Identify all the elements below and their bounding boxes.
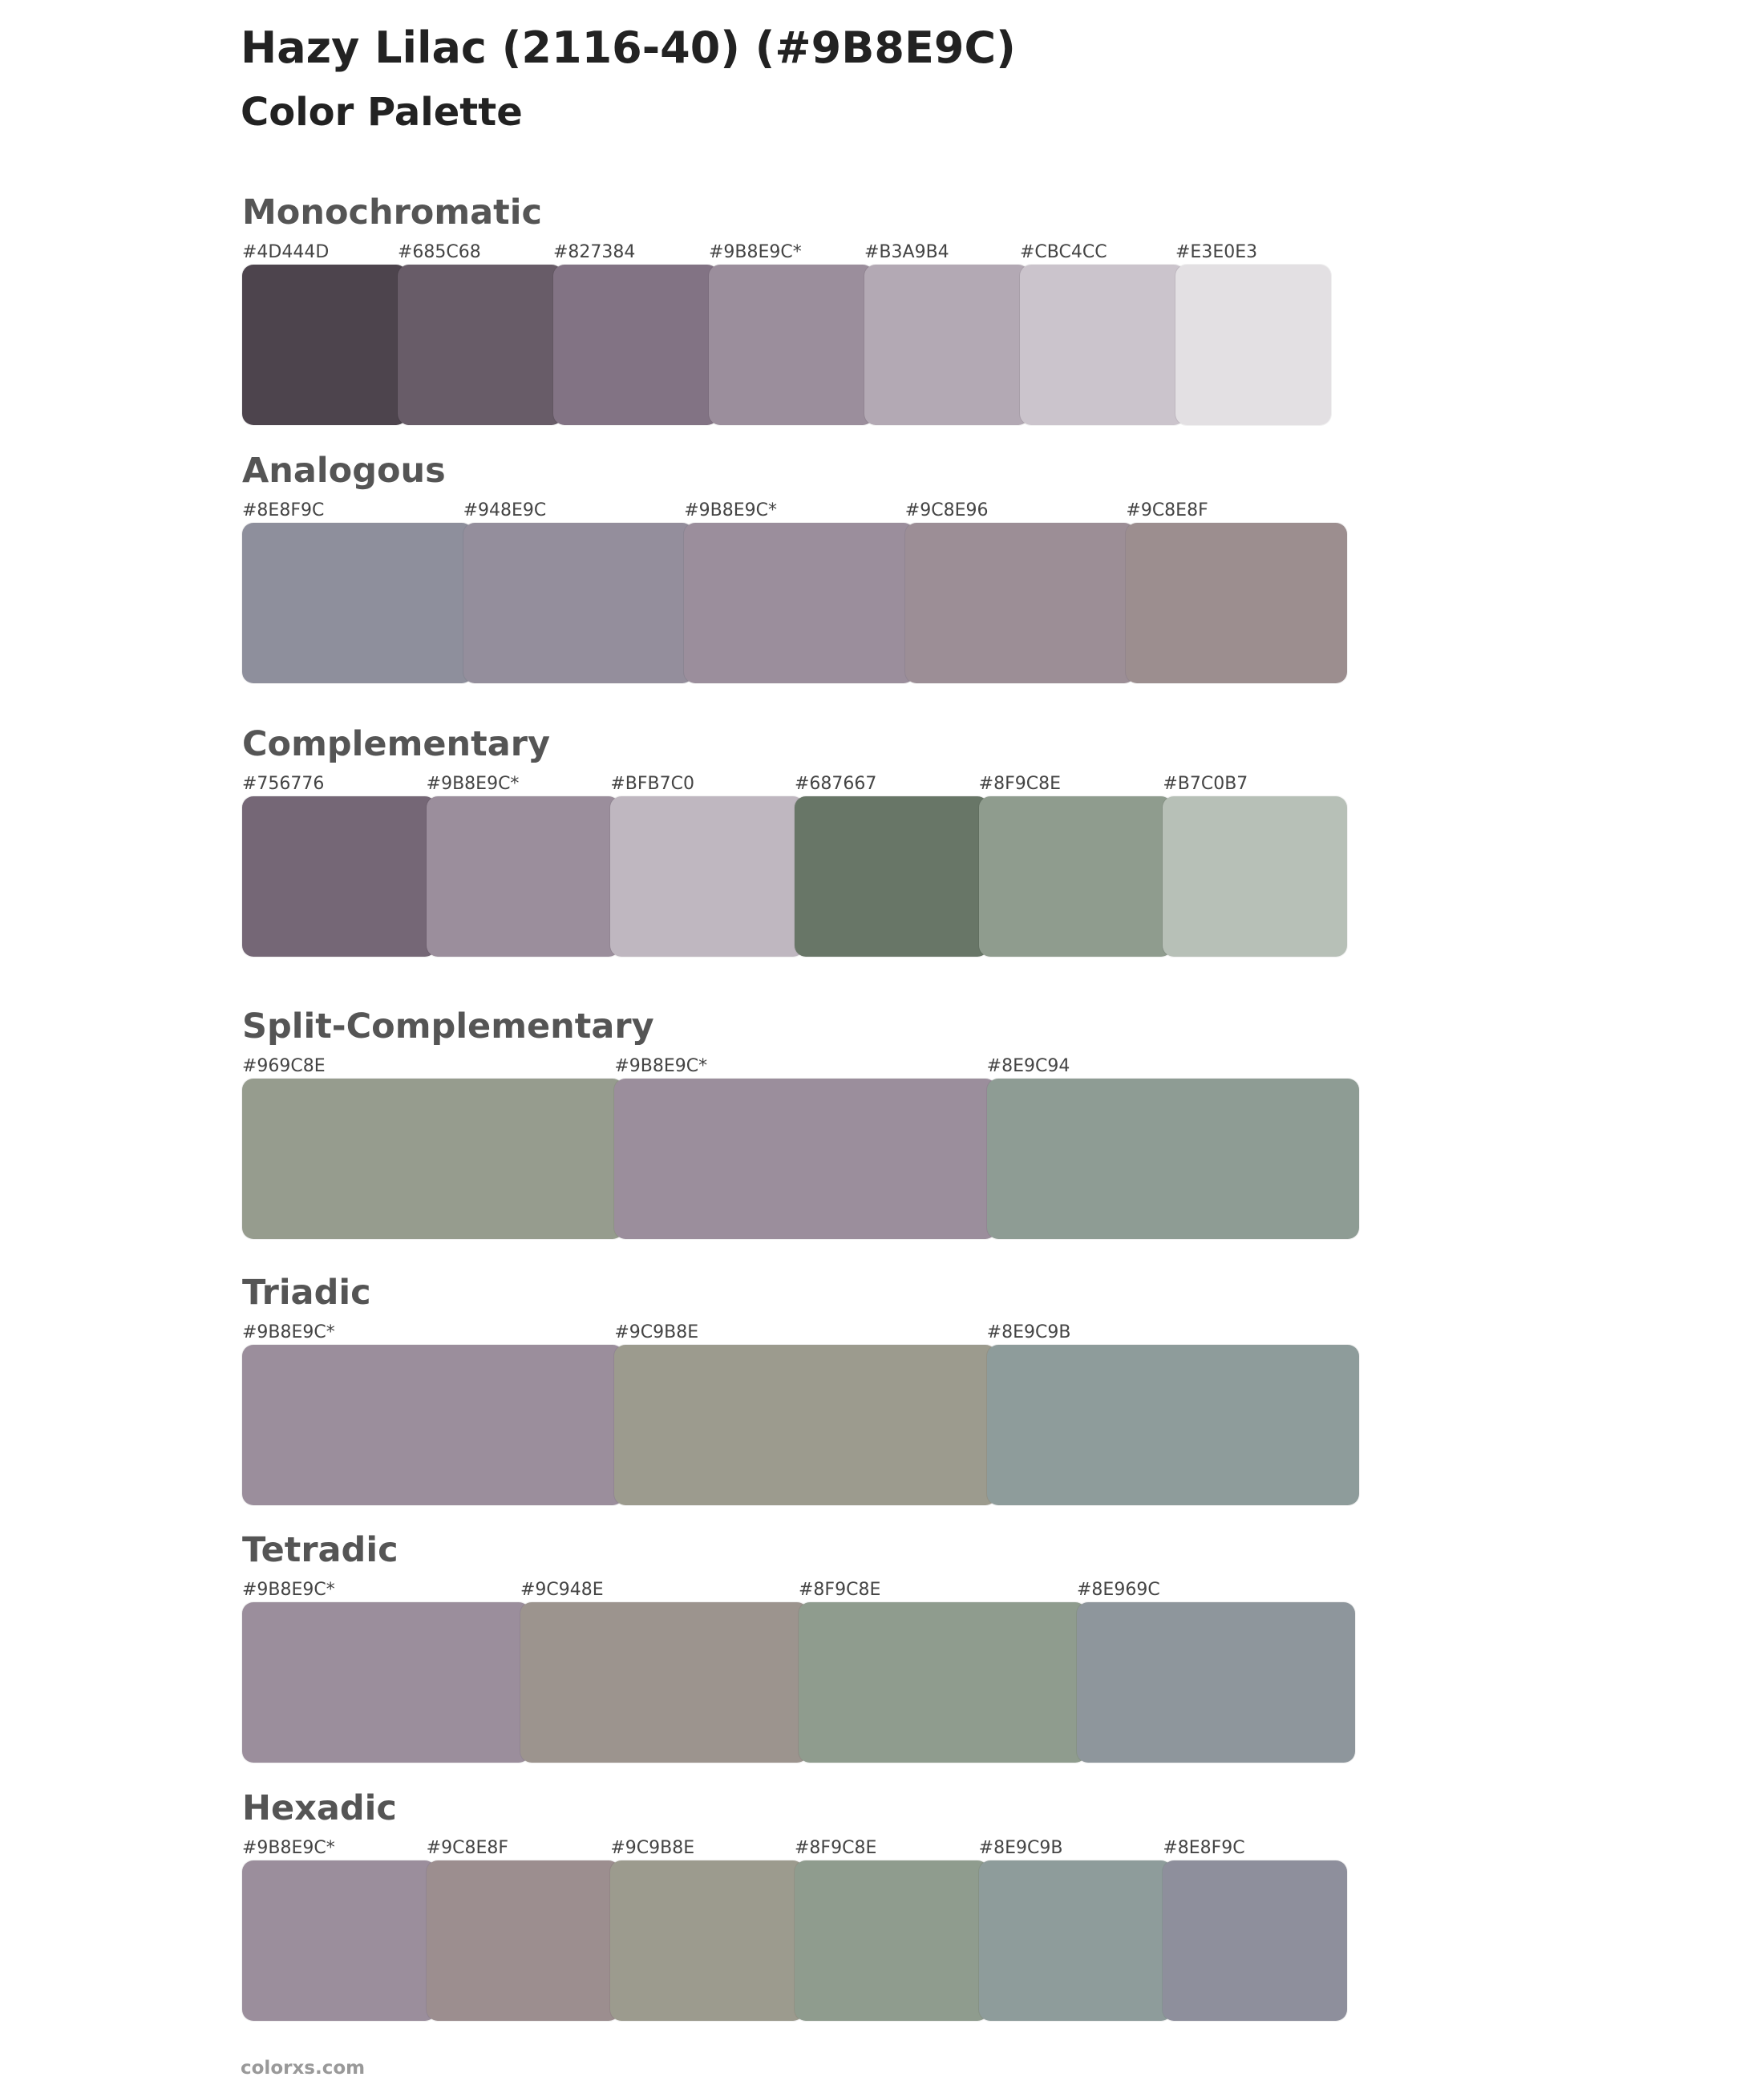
color-swatch[interactable] (986, 1345, 1359, 1505)
swatch-label: #9C948E (520, 1580, 604, 1600)
swatch-label: #9C9B8E (614, 1322, 699, 1342)
swatch-label: #9C8E8F (1126, 500, 1208, 520)
color-swatch[interactable] (426, 1860, 621, 2021)
swatch-label: #969C8E (242, 1056, 326, 1076)
swatch-label: #9B8E9C* (614, 1056, 708, 1076)
color-swatch[interactable] (1077, 1602, 1355, 1763)
color-swatch[interactable] (242, 265, 407, 425)
swatch-label: #687667 (795, 774, 877, 794)
swatch-label: #9B8E9C* (709, 242, 802, 262)
swatch-label: #827384 (553, 242, 636, 262)
color-swatch[interactable] (1126, 523, 1347, 683)
page-title: Hazy Lilac (2116-40) (#9B8E9C) (241, 22, 1016, 73)
color-swatch[interactable] (1163, 1860, 1347, 2021)
swatch-label: #8F9C8E (799, 1580, 881, 1600)
color-swatch[interactable] (986, 1079, 1359, 1239)
swatch-label: #CBC4CC (1020, 242, 1107, 262)
color-swatch[interactable] (242, 1345, 625, 1505)
color-swatch[interactable] (610, 796, 804, 957)
color-swatch[interactable] (684, 523, 915, 683)
color-swatch[interactable] (242, 796, 436, 957)
swatch-label: #948E9C (463, 500, 547, 520)
swatch-label: #9B8E9C* (684, 500, 777, 520)
swatch-label: #8E8F9C (242, 500, 325, 520)
color-swatch[interactable] (978, 1860, 1173, 2021)
color-swatch[interactable] (904, 523, 1136, 683)
color-swatch[interactable] (242, 1602, 530, 1763)
color-swatch[interactable] (1163, 796, 1347, 957)
swatch-label: #8F9C8E (978, 774, 1061, 794)
swatch-label: #4D444D (242, 242, 330, 262)
swatch-label: #9B8E9C* (242, 1838, 335, 1858)
swatch-label: #8E9C94 (986, 1056, 1070, 1076)
color-swatch[interactable] (864, 265, 1030, 425)
swatch-label: #9B8E9C* (242, 1322, 335, 1342)
swatch-label: #8E9C9B (986, 1322, 1071, 1342)
section-heading: Triadic (242, 1273, 371, 1313)
color-swatch[interactable] (799, 1602, 1086, 1763)
color-swatch[interactable] (242, 523, 473, 683)
swatch-label: #9C8E96 (904, 500, 989, 520)
swatch-label: #8E9C9B (978, 1838, 1063, 1858)
color-swatch[interactable] (426, 796, 621, 957)
color-swatch[interactable] (795, 796, 989, 957)
color-swatch[interactable] (610, 1860, 804, 2021)
swatch-label: #9C8E8F (426, 1838, 508, 1858)
color-swatch[interactable] (795, 1860, 989, 2021)
section-heading: Analogous (242, 451, 446, 491)
footer-link[interactable]: colorxs.com (241, 2058, 366, 2079)
swatch-label: #8E969C (1077, 1580, 1160, 1600)
swatch-label: #756776 (242, 774, 325, 794)
swatch-label: #B3A9B4 (864, 242, 949, 262)
section-heading: Monochromatic (242, 192, 542, 233)
swatch-label: #9B8E9C* (242, 1580, 335, 1600)
swatch-label: #8E8F9C (1163, 1838, 1245, 1858)
color-swatch[interactable] (398, 265, 563, 425)
swatch-label: #9B8E9C* (426, 774, 520, 794)
color-swatch[interactable] (709, 265, 874, 425)
color-swatch[interactable] (978, 796, 1173, 957)
color-swatch[interactable] (520, 1602, 808, 1763)
section-heading: Complementary (242, 724, 550, 764)
section-heading: Hexadic (242, 1788, 397, 1828)
color-swatch[interactable] (1020, 265, 1185, 425)
color-swatch[interactable] (242, 1079, 625, 1239)
swatch-label: #685C68 (398, 242, 481, 262)
color-swatch[interactable] (614, 1079, 997, 1239)
swatch-label: #E3E0E3 (1175, 242, 1258, 262)
color-swatch[interactable] (463, 523, 694, 683)
color-swatch[interactable] (614, 1345, 997, 1505)
swatch-label: #8F9C8E (795, 1838, 877, 1858)
color-swatch[interactable] (242, 1860, 436, 2021)
color-swatch[interactable] (553, 265, 718, 425)
page-subtitle: Color Palette (241, 90, 523, 135)
swatch-label: #B7C0B7 (1163, 774, 1248, 794)
color-swatch[interactable] (1175, 265, 1331, 425)
section-heading: Tetradic (242, 1530, 399, 1570)
section-heading: Split-Complementary (242, 1006, 654, 1047)
swatch-label: #BFB7C0 (610, 774, 694, 794)
swatch-label: #9C9B8E (610, 1838, 695, 1858)
